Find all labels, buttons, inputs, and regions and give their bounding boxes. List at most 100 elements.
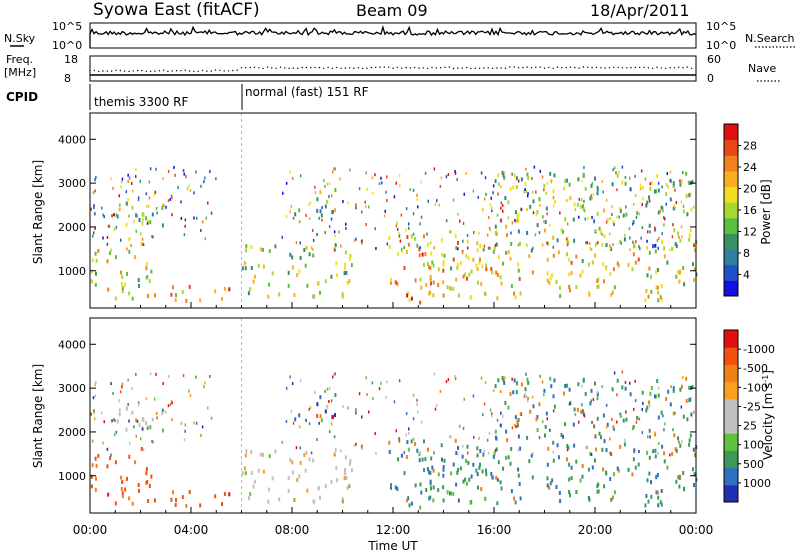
power-cell [483, 244, 486, 248]
power-cell [93, 231, 95, 235]
velocity-cell [145, 471, 148, 476]
power-cell [644, 177, 647, 181]
velocity-cell [184, 423, 187, 427]
power-cell [128, 214, 130, 218]
power-cell [403, 246, 405, 250]
nave-point [647, 67, 650, 69]
power-cell [408, 222, 410, 226]
velocity-cell [316, 402, 319, 407]
velocity-cell [514, 500, 517, 505]
nave-point [184, 69, 186, 71]
power-cell [408, 226, 410, 230]
power-cell [127, 173, 129, 177]
velocity-cell [165, 410, 167, 414]
power-cell [549, 171, 552, 176]
velocity-cell [195, 375, 197, 379]
power-cell [429, 241, 432, 245]
power-cell [673, 204, 675, 208]
velocity-cell [558, 490, 561, 495]
power-cell [462, 221, 465, 225]
velocity-colorbar-swatch [724, 450, 738, 469]
power-cell [541, 175, 544, 179]
power-cell [150, 269, 153, 274]
velocity-cell [666, 465, 669, 470]
power-cell [594, 176, 596, 181]
power-cell [294, 212, 297, 217]
power-cell [365, 205, 367, 209]
power-cell [555, 280, 558, 284]
velocity-cell [316, 438, 318, 441]
velocity-cell [531, 395, 534, 399]
velocity-cell [365, 376, 367, 380]
velocity-cell [456, 470, 459, 475]
velocity-cell [344, 471, 347, 476]
nave-point [682, 67, 684, 69]
velocity-cell [442, 465, 445, 469]
power-colorbar-tick-label: 20 [743, 183, 757, 196]
power-cell [430, 251, 433, 256]
power-cell [552, 235, 555, 240]
velocity-cell [457, 446, 459, 450]
power-cell [693, 248, 696, 253]
velocity-cell [161, 428, 164, 433]
velocity-cell [127, 378, 129, 382]
power-cell [672, 181, 675, 186]
power-cell [486, 233, 489, 237]
power-cell [655, 285, 658, 290]
power-cell [609, 232, 611, 236]
velocity-cell [655, 490, 658, 495]
power-cell [502, 173, 505, 178]
power-cell [648, 199, 651, 203]
power-cell [628, 227, 631, 231]
nave-point [314, 66, 316, 69]
velocity-cell [581, 403, 583, 407]
power-cell [523, 189, 525, 193]
power-cell [262, 247, 264, 252]
power-cell [527, 192, 529, 196]
velocity-cell [485, 472, 488, 477]
date-title: 18/Apr/2011 [590, 1, 690, 20]
velocity-cell [306, 488, 309, 493]
power-heatmap [90, 113, 698, 308]
velocity-cell [584, 391, 587, 396]
velocity-cell [549, 376, 552, 381]
power-cell [310, 246, 313, 250]
velocity-cell [496, 477, 499, 482]
velocity-cell [112, 391, 114, 395]
power-cell [672, 206, 675, 211]
power-cell [538, 197, 541, 202]
power-cell [487, 246, 490, 250]
velocity-cell [602, 413, 605, 418]
velocity-colorbar-frame [723, 329, 739, 503]
power-cell [644, 298, 647, 303]
velocity-cell [648, 404, 651, 408]
velocity-cell [145, 421, 148, 426]
velocity-cell [656, 473, 659, 477]
velocity-cell [654, 449, 656, 452]
power-cell [612, 168, 614, 172]
velocity-cell [171, 401, 173, 405]
velocity-cell [491, 414, 493, 418]
power-cell [513, 173, 516, 178]
power-cell [516, 218, 519, 223]
power-cell [564, 217, 567, 222]
velocity-ytick-label: 3000 [58, 382, 86, 395]
nave-point [630, 67, 632, 69]
power-cell [648, 266, 651, 271]
nave-point [258, 67, 260, 69]
power-cell [546, 271, 549, 276]
power-cell [442, 262, 445, 267]
power-cell [590, 194, 592, 198]
power-cell [334, 243, 337, 248]
velocity-cell [408, 431, 410, 435]
power-cell [649, 182, 651, 186]
power-cell [267, 294, 270, 299]
velocity-cell [613, 371, 616, 375]
power-cell [152, 235, 154, 239]
velocity-cell [527, 397, 529, 401]
velocity-cell [428, 470, 430, 475]
power-cell [348, 256, 351, 261]
power-cell [147, 294, 150, 298]
velocity-cell [116, 419, 119, 424]
power-cell [214, 289, 217, 294]
